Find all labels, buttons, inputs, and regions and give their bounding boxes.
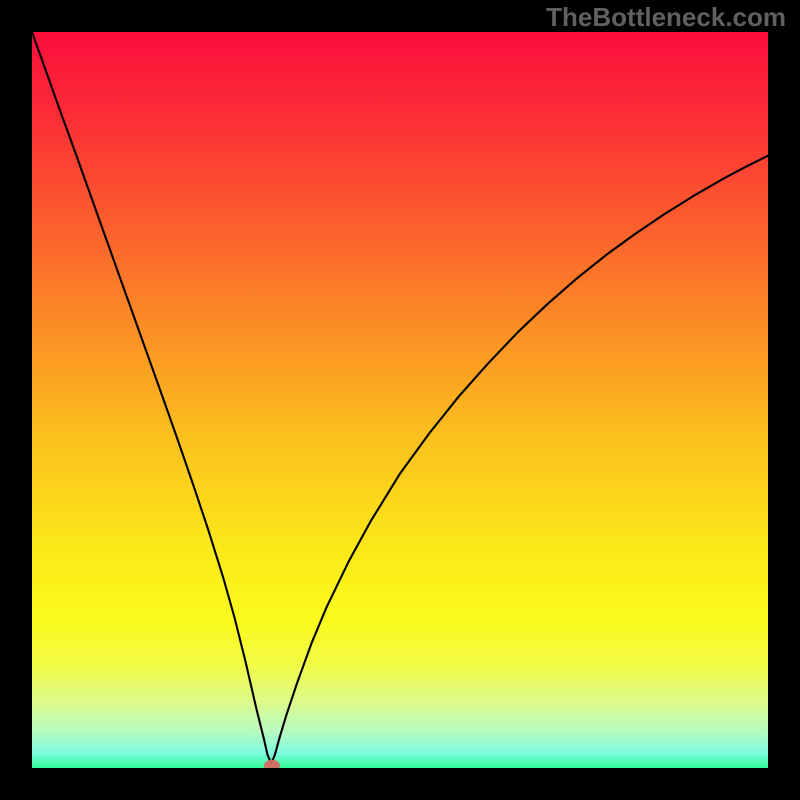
plot-area	[32, 32, 768, 768]
gradient-background	[32, 32, 768, 768]
plot-svg	[32, 32, 768, 768]
watermark-text: TheBottleneck.com	[546, 2, 786, 33]
chart-frame: TheBottleneck.com	[0, 0, 800, 800]
